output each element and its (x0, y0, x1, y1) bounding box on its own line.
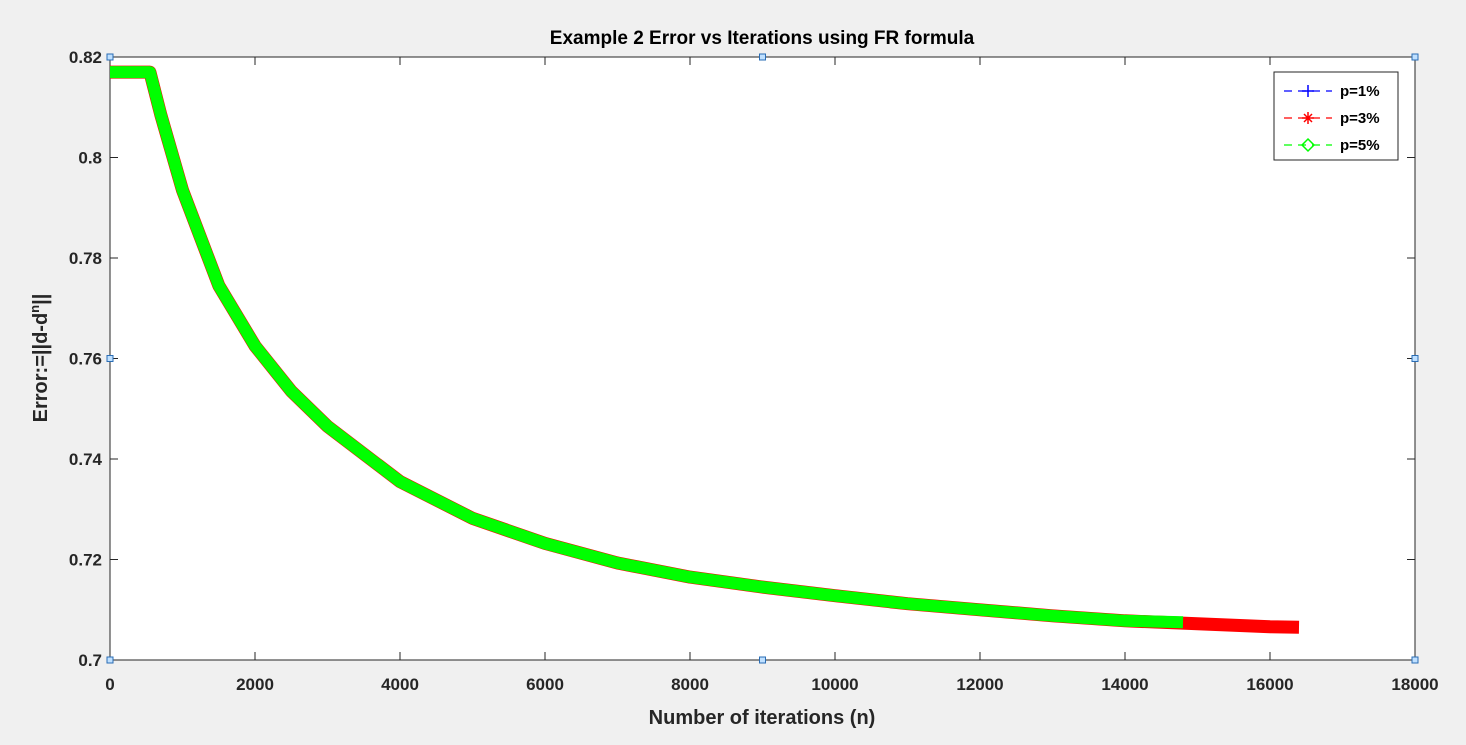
selection-handle[interactable] (106, 355, 114, 362)
y-tick-label: 0.72 (69, 551, 102, 570)
y-tick-label: 0.7 (78, 651, 102, 670)
x-tick-label: 14000 (1101, 675, 1148, 694)
selection-handle[interactable] (106, 656, 114, 664)
x-tick-label: 18000 (1391, 675, 1438, 694)
legend-label: p=5% (1340, 137, 1380, 154)
selection-handle[interactable] (1411, 656, 1419, 664)
series-line-3 (110, 66, 1184, 629)
y-axis-label: Error:=||d-dn|| (27, 294, 52, 423)
x-tick-label: 6000 (526, 675, 564, 694)
selection-handle[interactable] (106, 53, 114, 61)
y-tick-label: 0.78 (69, 249, 102, 268)
x-axis: 0 2000 4000 6000 8000 10000 12000 14000 16000 180… (105, 57, 1439, 694)
chart-title: Example 2 Error vs Iterations using FR f… (550, 28, 975, 49)
y-tick-label: 0.74 (69, 450, 103, 469)
selection-handles (106, 53, 1419, 664)
legend-label: p=1% (1340, 83, 1380, 100)
asterisk-marker-icon (1302, 112, 1314, 124)
diamond-marker-icon (1300, 137, 1316, 153)
x-tick-label: 4000 (381, 675, 419, 694)
selection-handle[interactable] (759, 53, 766, 61)
y-axis: 0.7 0.72 0.74 0.76 0.78 0.8 0.82 (69, 48, 1415, 670)
legend: p=1% p=3% p=5% (1273, 71, 1399, 161)
x-tick-label: 10000 (811, 675, 858, 694)
selection-handle[interactable] (759, 656, 766, 664)
x-tick-label: 8000 (671, 675, 709, 694)
y-axis-label-end: || (30, 294, 52, 305)
x-tick-label: 12000 (956, 675, 1003, 694)
selection-handle[interactable] (1411, 53, 1419, 61)
selection-handle[interactable] (1411, 355, 1419, 362)
y-tick-label: 0.82 (69, 48, 102, 67)
x-tick-label: 0 (105, 675, 114, 694)
x-tick-label: 2000 (236, 675, 274, 694)
series-layer (110, 65, 1300, 634)
x-tick-label: 16000 (1246, 675, 1293, 694)
y-axis-label-superscript: n (27, 305, 42, 313)
legend-label: p=3% (1340, 110, 1380, 127)
x-axis-label: Number of iterations (n) (649, 707, 876, 729)
y-tick-label: 0.76 (69, 350, 102, 369)
plus-marker-icon (1302, 85, 1314, 97)
y-axis-label-main: Error:=||d-d (30, 313, 52, 423)
plot-area (109, 56, 1416, 661)
y-tick-label: 0.8 (78, 149, 102, 168)
legend-box (1273, 71, 1399, 161)
